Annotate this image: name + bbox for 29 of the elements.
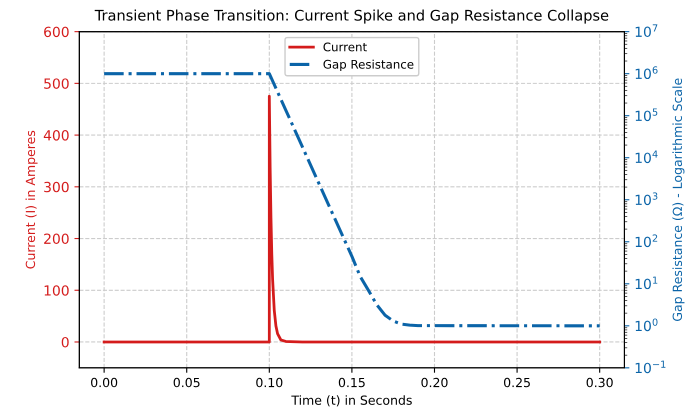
y-tick-label: 100 xyxy=(44,285,69,296)
x-tick-label: 0.05 xyxy=(174,378,200,388)
y-tick-label: 300 xyxy=(44,182,69,192)
y2-tick-label: 10$^{3}$ xyxy=(636,192,658,206)
y-tick-label: 400 xyxy=(44,130,69,141)
y2-tick-label: 10$^{0}$ xyxy=(636,318,658,332)
y2-tick-label: 10$^{7}$ xyxy=(636,24,658,38)
y2-tick-label: 10$^{1}$ xyxy=(636,276,658,290)
legend-label: Gap Resistance xyxy=(323,60,414,72)
x-axis-title: Time (t) in Seconds xyxy=(291,395,412,406)
legend-label: Current xyxy=(323,42,367,52)
x-tick-label: 0.10 xyxy=(256,378,282,388)
y-axis-title: Current (I) in Amperes xyxy=(25,130,38,269)
y2-tick-label: 10$^{−1}$ xyxy=(636,360,666,374)
x-tick-label: 0.00 xyxy=(91,378,118,388)
x-tick-label: 0.20 xyxy=(421,378,448,388)
y2-tick-label: 10$^{6}$ xyxy=(636,66,658,80)
chart-title: Transient Phase Transition: Current Spike and Gap Resistance Collapse xyxy=(94,9,608,24)
x-tick-label: 0.25 xyxy=(504,378,530,388)
y-tick-label: 500 xyxy=(44,78,69,89)
y2-axis-title: Gap Resistance (Ω) - Logarithmic Scale xyxy=(672,78,684,321)
y-tick-label: 200 xyxy=(44,234,69,244)
x-tick-label: 0.15 xyxy=(338,378,365,388)
y-tick-label: 0 xyxy=(62,336,69,348)
x-tick-label: 0.30 xyxy=(586,378,613,388)
y2-tick-label: 10$^{2}$ xyxy=(636,234,658,248)
y2-tick-label: 10$^{5}$ xyxy=(636,108,658,122)
y-tick-label: 600 xyxy=(44,26,69,38)
y2-tick-label: 10$^{4}$ xyxy=(636,150,658,164)
